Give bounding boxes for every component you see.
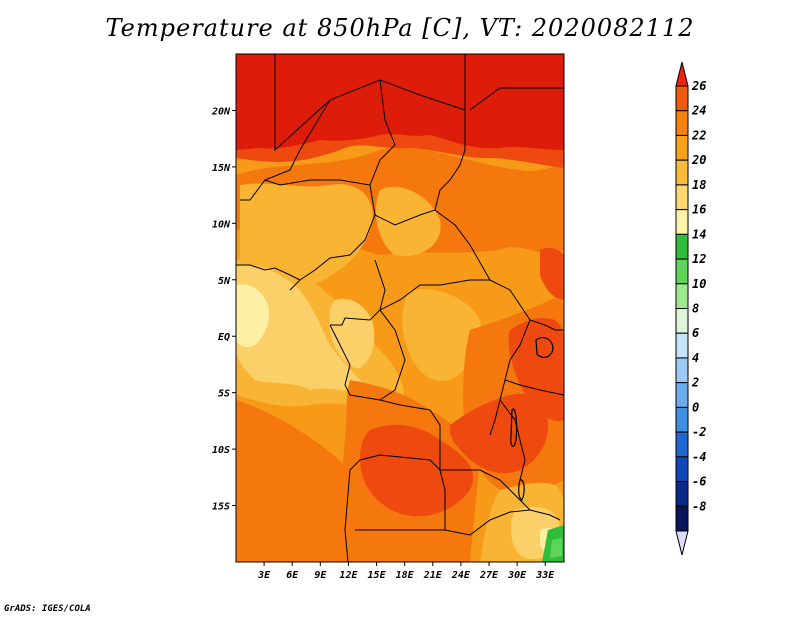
colorbar-cell bbox=[675, 209, 689, 235]
country-border bbox=[236, 264, 301, 281]
temperature-band bbox=[540, 247, 564, 300]
lake-outline bbox=[518, 479, 525, 501]
colorbar-label: 26 bbox=[691, 79, 706, 93]
x-tick-label: 15E bbox=[368, 570, 387, 581]
colorbar-cell bbox=[675, 431, 689, 458]
temperature-band bbox=[236, 54, 564, 150]
colorbar-cell bbox=[675, 382, 689, 408]
temperature-band bbox=[402, 289, 481, 381]
x-tick-label: 12E bbox=[339, 570, 358, 581]
colorbar-label: 16 bbox=[692, 203, 706, 217]
colorbar-cell bbox=[675, 233, 689, 260]
y-tick-label: 15N bbox=[212, 163, 231, 174]
temperature-band bbox=[236, 400, 350, 562]
country-border bbox=[499, 399, 526, 481]
colorbar-cell bbox=[675, 308, 689, 334]
colorbar-cell bbox=[675, 357, 689, 384]
colorbar-cell bbox=[675, 258, 689, 285]
colorbar-cell bbox=[675, 505, 689, 532]
x-tick-label: 21E bbox=[423, 570, 443, 581]
colorbar-cell bbox=[675, 332, 689, 359]
country-border bbox=[344, 469, 351, 562]
colorbar-label: 10 bbox=[692, 277, 706, 291]
country-border bbox=[349, 454, 441, 471]
country-border bbox=[264, 179, 376, 216]
x-tick-label: 30E bbox=[507, 570, 527, 581]
x-tick-label: 3E bbox=[257, 570, 271, 581]
country-border bbox=[444, 509, 561, 536]
temperature-band bbox=[508, 318, 564, 421]
y-tick-label: 5S bbox=[218, 389, 230, 400]
y-tick-label: EQ bbox=[218, 332, 230, 343]
colorbar-cell bbox=[675, 456, 689, 483]
latitude-axis: 20N 15N 10N 5N EQ 5S 10S 15S bbox=[211, 106, 236, 513]
country-border bbox=[240, 99, 331, 201]
colorbar-label: 2 bbox=[691, 376, 699, 390]
grads-credit: GrADS: IGES/COLA bbox=[4, 604, 91, 614]
country-border bbox=[469, 87, 564, 111]
colorbar-label: -6 bbox=[692, 475, 706, 489]
colorbar-label: 12 bbox=[692, 252, 706, 266]
country-border bbox=[379, 279, 531, 321]
temperature-band bbox=[236, 284, 270, 348]
temperature-band bbox=[375, 186, 441, 256]
temperature-band bbox=[236, 264, 370, 392]
country-border bbox=[379, 399, 470, 471]
colorbar-bottom-arrow bbox=[675, 530, 689, 556]
colorbar-cell bbox=[675, 481, 689, 507]
country-border bbox=[329, 324, 381, 401]
colorbar-cell bbox=[675, 85, 689, 112]
colorbar-label: 18 bbox=[692, 178, 706, 192]
y-tick-label: 10S bbox=[212, 445, 230, 456]
country-border bbox=[369, 79, 396, 186]
country-border bbox=[355, 469, 446, 531]
lake-outline bbox=[535, 337, 554, 358]
colorbar-label: 14 bbox=[692, 227, 706, 241]
colorbar-label: 24 bbox=[691, 104, 706, 118]
longitude-axis: 3E 6E 9E 12E 15E 18E 21E 24E 27E 30E 33E bbox=[257, 562, 555, 581]
colorbar-label: 0 bbox=[692, 400, 699, 414]
map-frame bbox=[235, 53, 565, 563]
x-tick-label: 9E bbox=[314, 570, 327, 581]
colorbar-label: 6 bbox=[692, 326, 699, 340]
x-tick-label: 18E bbox=[396, 570, 415, 581]
x-tick-label: 24E bbox=[451, 570, 471, 581]
colorbar-cell bbox=[675, 184, 689, 211]
country-border bbox=[330, 259, 386, 326]
colorbar-cell bbox=[675, 406, 689, 433]
colorbar-label: -4 bbox=[692, 450, 706, 464]
x-tick-label: 33E bbox=[535, 570, 555, 581]
colorbar-label: -2 bbox=[692, 425, 706, 439]
temperature-field bbox=[236, 54, 564, 562]
chart-title: Temperature at 850hPa [C], VT: 202008211… bbox=[105, 14, 695, 42]
country-border bbox=[504, 379, 564, 396]
country-border bbox=[470, 469, 531, 511]
country-border bbox=[529, 319, 564, 331]
colorbar-label: 20 bbox=[691, 153, 706, 167]
colorbar-top-arrow bbox=[675, 61, 689, 87]
y-tick-label: 20N bbox=[211, 106, 231, 117]
temperature-band bbox=[550, 538, 562, 558]
colorbar-label: 22 bbox=[691, 128, 706, 142]
colorbar-cell bbox=[675, 110, 689, 136]
colorbar-label: 4 bbox=[692, 351, 699, 365]
temperature-band bbox=[329, 298, 375, 369]
country-border bbox=[434, 110, 466, 211]
country-border bbox=[374, 209, 491, 281]
colorbar-cell bbox=[675, 134, 689, 161]
colorbar-label: -8 bbox=[692, 499, 706, 513]
colorbar-cell bbox=[675, 283, 689, 309]
y-tick-label: 5N bbox=[218, 276, 231, 287]
x-tick-label: 27E bbox=[479, 570, 499, 581]
country-borders bbox=[236, 54, 564, 562]
y-tick-label: 15S bbox=[212, 502, 230, 513]
colorbar-label: 8 bbox=[692, 302, 699, 316]
x-tick-label: 6E bbox=[286, 570, 299, 581]
country-border bbox=[379, 309, 406, 401]
lake-outline bbox=[510, 408, 518, 447]
y-tick-label: 10N bbox=[212, 219, 231, 230]
colorbar-cell bbox=[675, 159, 689, 186]
